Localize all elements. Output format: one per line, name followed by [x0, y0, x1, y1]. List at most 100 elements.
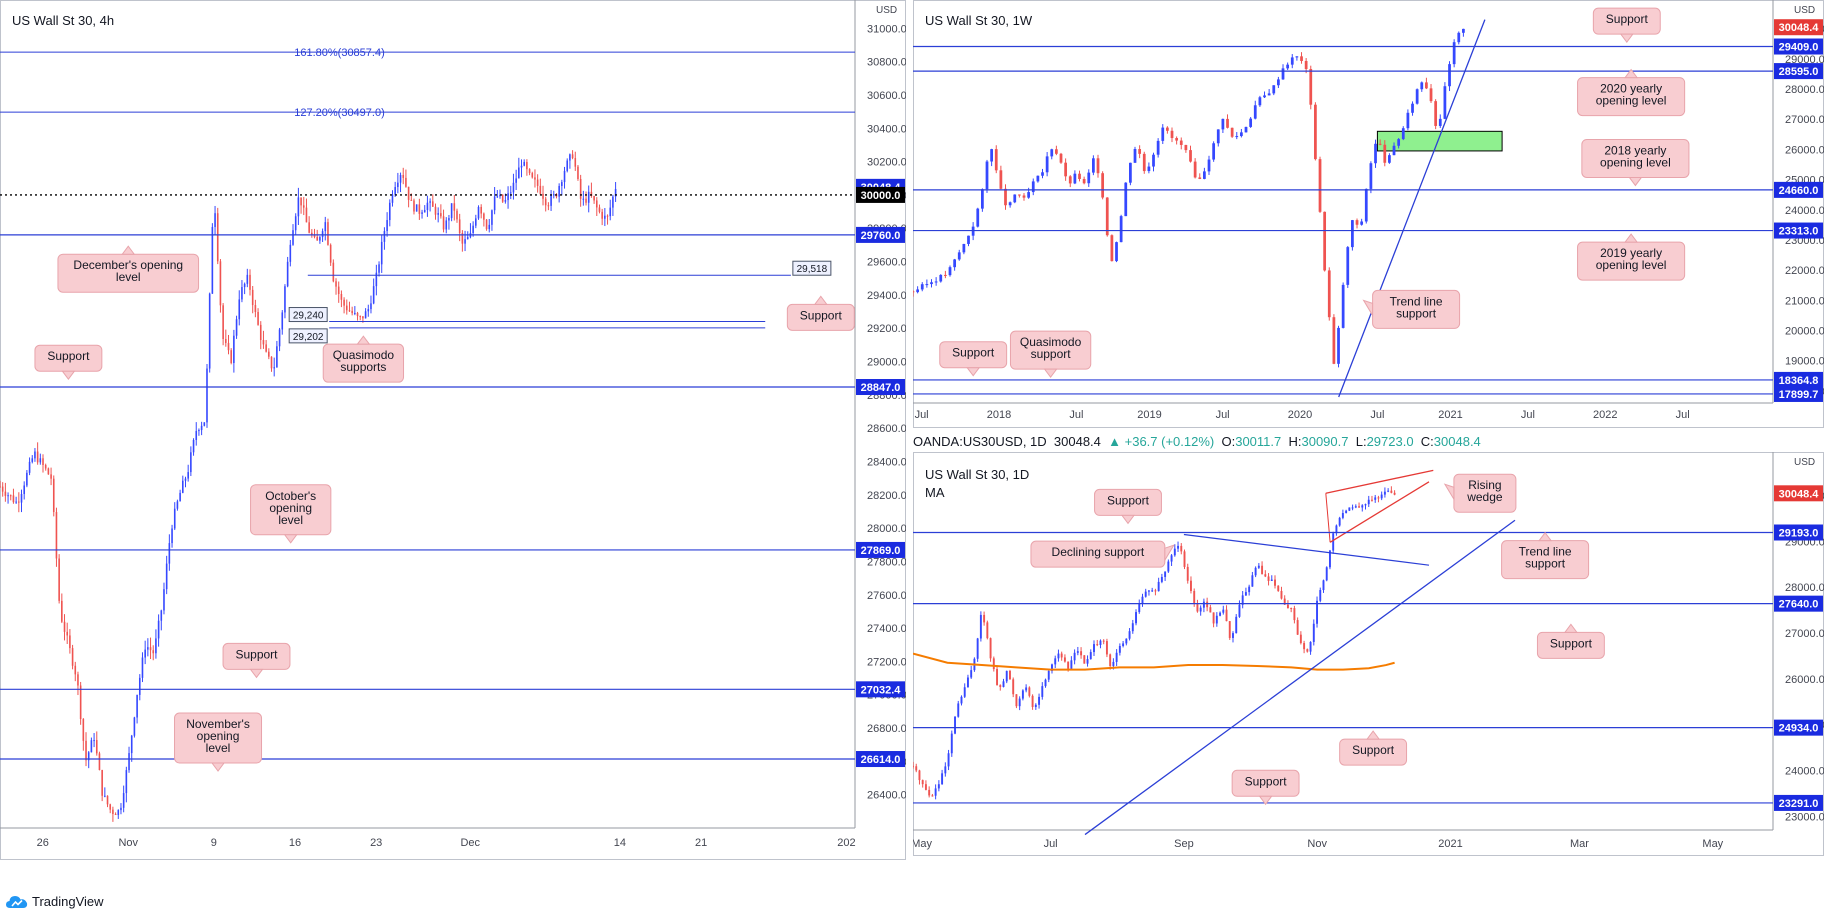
callout-pointer — [1362, 299, 1374, 318]
candle-body — [149, 647, 152, 651]
chart-1w-svg[interactable]: 18000.019000.020000.021000.022000.023000… — [911, 0, 1824, 428]
candle-body — [1202, 601, 1205, 608]
candle-body — [1156, 140, 1160, 155]
candle-body — [1378, 143, 1382, 145]
candle-body — [1383, 491, 1386, 495]
candle-body — [214, 213, 216, 228]
candle-body — [173, 508, 176, 529]
candle-body — [1240, 132, 1243, 137]
candle-body — [18, 501, 20, 503]
callout-pointer — [1258, 795, 1273, 806]
price-tick-label: 21000.0 — [1785, 295, 1824, 307]
level-price-tag — [856, 541, 905, 558]
candle-body — [399, 174, 402, 183]
candle-body — [23, 485, 25, 495]
callout-text: opening level — [1596, 94, 1667, 108]
candle-body — [1360, 221, 1364, 225]
time-tick-label: 2022 — [1593, 409, 1617, 421]
tradingview-logo[interactable]: TradingView — [6, 894, 104, 909]
short-level-tag-label: 29,202 — [293, 332, 324, 343]
level-price-tag — [1774, 181, 1823, 198]
chart-panel-1d[interactable]: 23000.024000.025000.026000.027000.028000… — [911, 452, 1824, 856]
candle-body — [1238, 604, 1241, 617]
candle-body — [364, 311, 367, 319]
candle-body — [1203, 171, 1206, 179]
chart-4h-svg[interactable]: 26400.026600.026800.027000.027200.027400… — [0, 0, 907, 860]
candle-body — [251, 289, 254, 306]
candle-body — [1186, 566, 1189, 581]
chart-1d-svg[interactable]: 23000.024000.025000.026000.027000.028000… — [911, 452, 1824, 856]
candle-body — [1371, 499, 1373, 501]
candle-body — [1304, 60, 1308, 70]
candle-body — [302, 205, 305, 208]
price-tick-label: 29000.0 — [867, 357, 906, 369]
candle-body — [219, 261, 222, 306]
chart-title-1w: US Wall St 30, 1W — [925, 13, 1033, 28]
price-tick-label: 26400.0 — [867, 790, 906, 802]
time-tick-label: 21 — [695, 837, 707, 849]
time-tick-label: Dec — [460, 837, 480, 849]
candle-body — [1286, 604, 1289, 609]
short-level-tag-label: 29,240 — [293, 311, 324, 322]
candle-body — [1170, 555, 1173, 562]
time-tick-label: 23 — [370, 837, 382, 849]
candle-body — [12, 495, 15, 503]
candle-body — [1206, 601, 1209, 608]
level-price-tag — [856, 751, 905, 768]
price-tick-label: 24000.0 — [1785, 765, 1824, 777]
chart-panel-1w[interactable]: 18000.019000.020000.021000.022000.023000… — [911, 0, 1824, 428]
candle-body — [1215, 615, 1218, 624]
price-tick-label: 29000.0 — [1785, 54, 1824, 66]
chart-panel-4h[interactable]: 26400.026600.026800.027000.027200.027400… — [0, 0, 907, 860]
level-price-label: 28595.0 — [1779, 66, 1819, 78]
candle-body — [1392, 145, 1396, 156]
candle-body — [1374, 497, 1377, 500]
callout-pointer — [966, 367, 981, 377]
candle-body — [1420, 82, 1424, 90]
candle-body — [1397, 139, 1401, 146]
short-level-tag — [288, 328, 328, 344]
candle-body — [203, 422, 206, 426]
candle-body — [1295, 56, 1299, 58]
candle-body — [1193, 590, 1196, 605]
candle-body — [152, 650, 155, 654]
time-tick-label: 9 — [211, 837, 217, 849]
price-tick-label: 28400.0 — [867, 456, 906, 468]
level-price-tag — [1774, 595, 1823, 612]
candle-body — [82, 718, 85, 741]
candle-body — [407, 186, 410, 200]
candle-body — [1086, 659, 1089, 664]
candle-body — [1105, 197, 1109, 236]
level-price-label: 29193.0 — [1779, 528, 1819, 540]
callout-text: Quasimodo — [1020, 335, 1082, 349]
candle-body — [577, 166, 579, 179]
candle-body — [1434, 101, 1438, 126]
candle-body — [996, 669, 999, 686]
candle-body — [77, 674, 79, 686]
candle-body — [1193, 161, 1197, 178]
candle-body — [1012, 679, 1015, 695]
candle-body — [1009, 670, 1011, 680]
candle-body — [954, 716, 956, 734]
candle-body — [1296, 620, 1299, 635]
candle-body — [262, 340, 265, 345]
candle-body — [445, 220, 448, 230]
candle-body — [934, 788, 937, 796]
candle-body — [383, 231, 386, 242]
candle-body — [515, 178, 517, 183]
candle-body — [155, 638, 157, 654]
candle-body — [120, 807, 122, 811]
candle-body — [509, 192, 512, 194]
candle-body — [574, 158, 577, 167]
callout-pointer — [1563, 623, 1578, 633]
candle-body — [1157, 581, 1160, 592]
callout-text: opening level — [1596, 258, 1667, 272]
symbol-last: 30048.4 — [1053, 434, 1101, 449]
candle-body — [477, 206, 480, 219]
candle-body — [999, 685, 1002, 687]
candle-body — [1222, 609, 1225, 613]
currency-label: USD — [1794, 5, 1815, 16]
callout-text: level — [116, 270, 141, 284]
candle-body — [453, 203, 456, 211]
candle-body — [278, 329, 281, 347]
